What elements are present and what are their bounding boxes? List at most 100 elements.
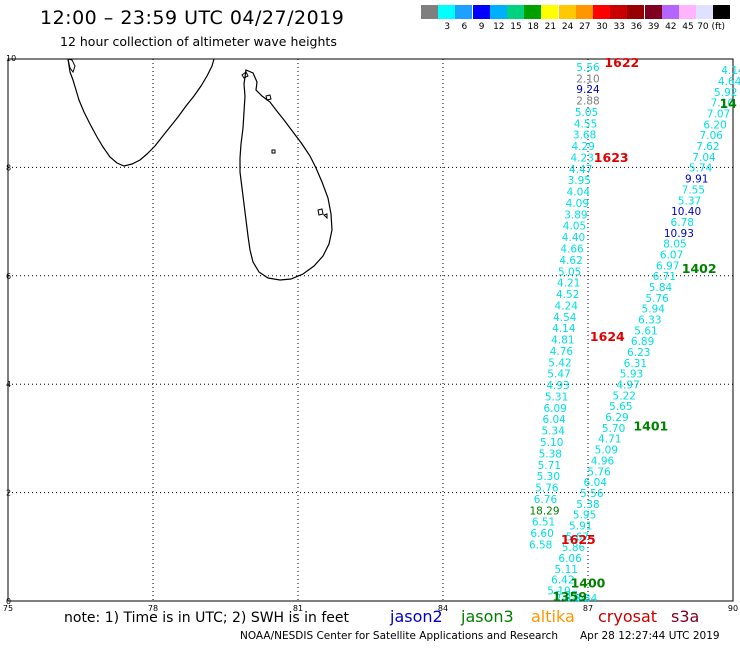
color-swatch <box>713 5 731 19</box>
swh-value: 5.74 <box>689 163 713 175</box>
x-tick-label: 87 <box>583 604 593 613</box>
swh-value: 5.76 <box>587 466 611 478</box>
swh-value: 18.29 <box>529 505 559 517</box>
swh-value: 5.95 <box>573 510 596 522</box>
satellite-label-jason2: jason2 <box>390 607 443 626</box>
swh-value: 8.05 <box>663 239 686 251</box>
swh-value: 7.07 <box>707 109 730 121</box>
swh-value: 4.21 <box>557 278 580 290</box>
color-scale-label: 70 (ft) <box>697 22 726 32</box>
color-scale-label: 42 <box>665 22 677 32</box>
swh-value: 4.54 <box>553 312 577 324</box>
swh-value: 5.22 <box>613 390 636 402</box>
swh-value: 4.04 <box>567 187 591 199</box>
color-scale-label: 9 <box>478 22 485 32</box>
swh-value: 5.76 <box>645 293 669 305</box>
satellite-label-altika: altika <box>531 607 575 626</box>
swh-value: 4.40 <box>562 232 585 244</box>
satellite-label-jason3: jason3 <box>461 607 514 626</box>
time-label: 1402 <box>682 261 717 276</box>
swh-value: 6.29 <box>605 412 628 424</box>
swh-value: 5.30 <box>537 471 560 483</box>
swh-value: 4.09 <box>566 198 589 210</box>
swh-value: 6.04 <box>542 414 566 426</box>
swh-value: 5.10 <box>540 437 563 449</box>
swh-value: 5.86 <box>562 542 586 554</box>
swh-value: 6.97 <box>656 260 679 272</box>
color-swatch <box>541 5 559 19</box>
color-scale-label: 30 <box>596 22 608 32</box>
swh-value: 5.91 <box>569 520 592 532</box>
color-scale-label: 15 <box>510 22 522 32</box>
satellite-label-s3a: s3a <box>671 607 700 626</box>
swh-value: 4.52 <box>556 289 579 301</box>
y-tick-label: 6 <box>6 272 11 281</box>
swh-value: 5.10 <box>547 585 570 597</box>
color-scale-label: 6 <box>461 22 468 32</box>
swh-value: 3.89 <box>564 209 587 221</box>
swh-value: 6.84 <box>574 593 598 605</box>
color-swatch <box>696 5 714 19</box>
swh-value: 4.14 <box>721 65 740 77</box>
coastline-sri-lanka <box>239 69 333 281</box>
swh-value: 6.89 <box>631 336 654 348</box>
time-label: 1359 <box>552 589 587 604</box>
time-label: 1401 <box>633 418 668 433</box>
color-swatch <box>610 5 628 19</box>
swh-value: 4.71 <box>598 434 621 446</box>
swh-value: 5.56 <box>580 488 604 500</box>
swh-value: 2.88 <box>576 96 599 108</box>
swh-value: 7.04 <box>692 152 716 164</box>
swh-value: 5.61 <box>634 325 657 337</box>
swh-value: 5.84 <box>649 282 673 294</box>
swh-value: 3.68 <box>573 130 596 142</box>
color-swatch <box>593 5 610 19</box>
swh-value: 6.33 <box>638 314 661 326</box>
swh-value: 2.10 <box>576 73 599 85</box>
swh-value: 6.42 <box>551 575 574 587</box>
color-scale-label: 24 <box>561 22 574 32</box>
swh-value: 6.94 <box>564 593 588 605</box>
time-label: 14 <box>719 96 737 111</box>
color-scale-label: 21 <box>544 22 557 32</box>
swh-value: 5.70 <box>602 423 625 435</box>
swh-value: 5.71 <box>538 460 561 472</box>
swh-value: 5.05 <box>575 107 598 119</box>
swh-value: 4.93 <box>546 380 569 392</box>
color-swatch <box>524 5 542 19</box>
credit-text: NOAA/NESDIS Center for Satellite Applica… <box>240 630 558 642</box>
footer-note: note: 1) Time is in UTC; 2) SWH is in fe… <box>64 610 350 626</box>
swh-value: 5.31 <box>545 391 568 403</box>
color-scale-label: 18 <box>527 22 539 32</box>
swh-value: 4.62 <box>559 255 582 267</box>
y-tick-label: 2 <box>6 489 11 498</box>
color-scale-label: 45 <box>682 22 694 32</box>
swh-value: 4.66 <box>560 243 584 255</box>
swh-value: 10.40 <box>671 206 701 218</box>
island <box>241 71 249 79</box>
swh-value: 5.56 <box>576 62 600 74</box>
swh-value: 4.96 <box>591 455 615 467</box>
coastline-gulf <box>67 58 76 74</box>
swh-value: 6.07 <box>660 249 683 261</box>
swh-value: 6.78 <box>671 217 694 229</box>
island <box>317 208 324 216</box>
swh-value: 5.92 <box>714 87 737 99</box>
y-tick-label: 10 <box>6 54 16 63</box>
color-swatch <box>455 5 473 19</box>
swh-value: 6.76 <box>534 494 558 506</box>
time-label: 1622 <box>604 55 639 70</box>
swh-value: 4.29 <box>571 141 594 153</box>
swh-value: 7.55 <box>682 184 705 196</box>
swh-value: 3.95 <box>568 175 591 187</box>
swh-value: 5.11 <box>555 564 578 576</box>
color-swatch <box>438 5 456 19</box>
x-tick-label: 78 <box>148 604 158 613</box>
color-swatch <box>644 5 662 19</box>
satellite-label-cryosat: cryosat <box>598 607 658 626</box>
swh-value: 4.64 <box>718 76 740 88</box>
swh-value: 4.05 <box>563 221 586 233</box>
color-swatch <box>575 5 593 19</box>
time-label: 1623 <box>594 150 629 165</box>
swh-value: 6.04 <box>584 477 608 489</box>
